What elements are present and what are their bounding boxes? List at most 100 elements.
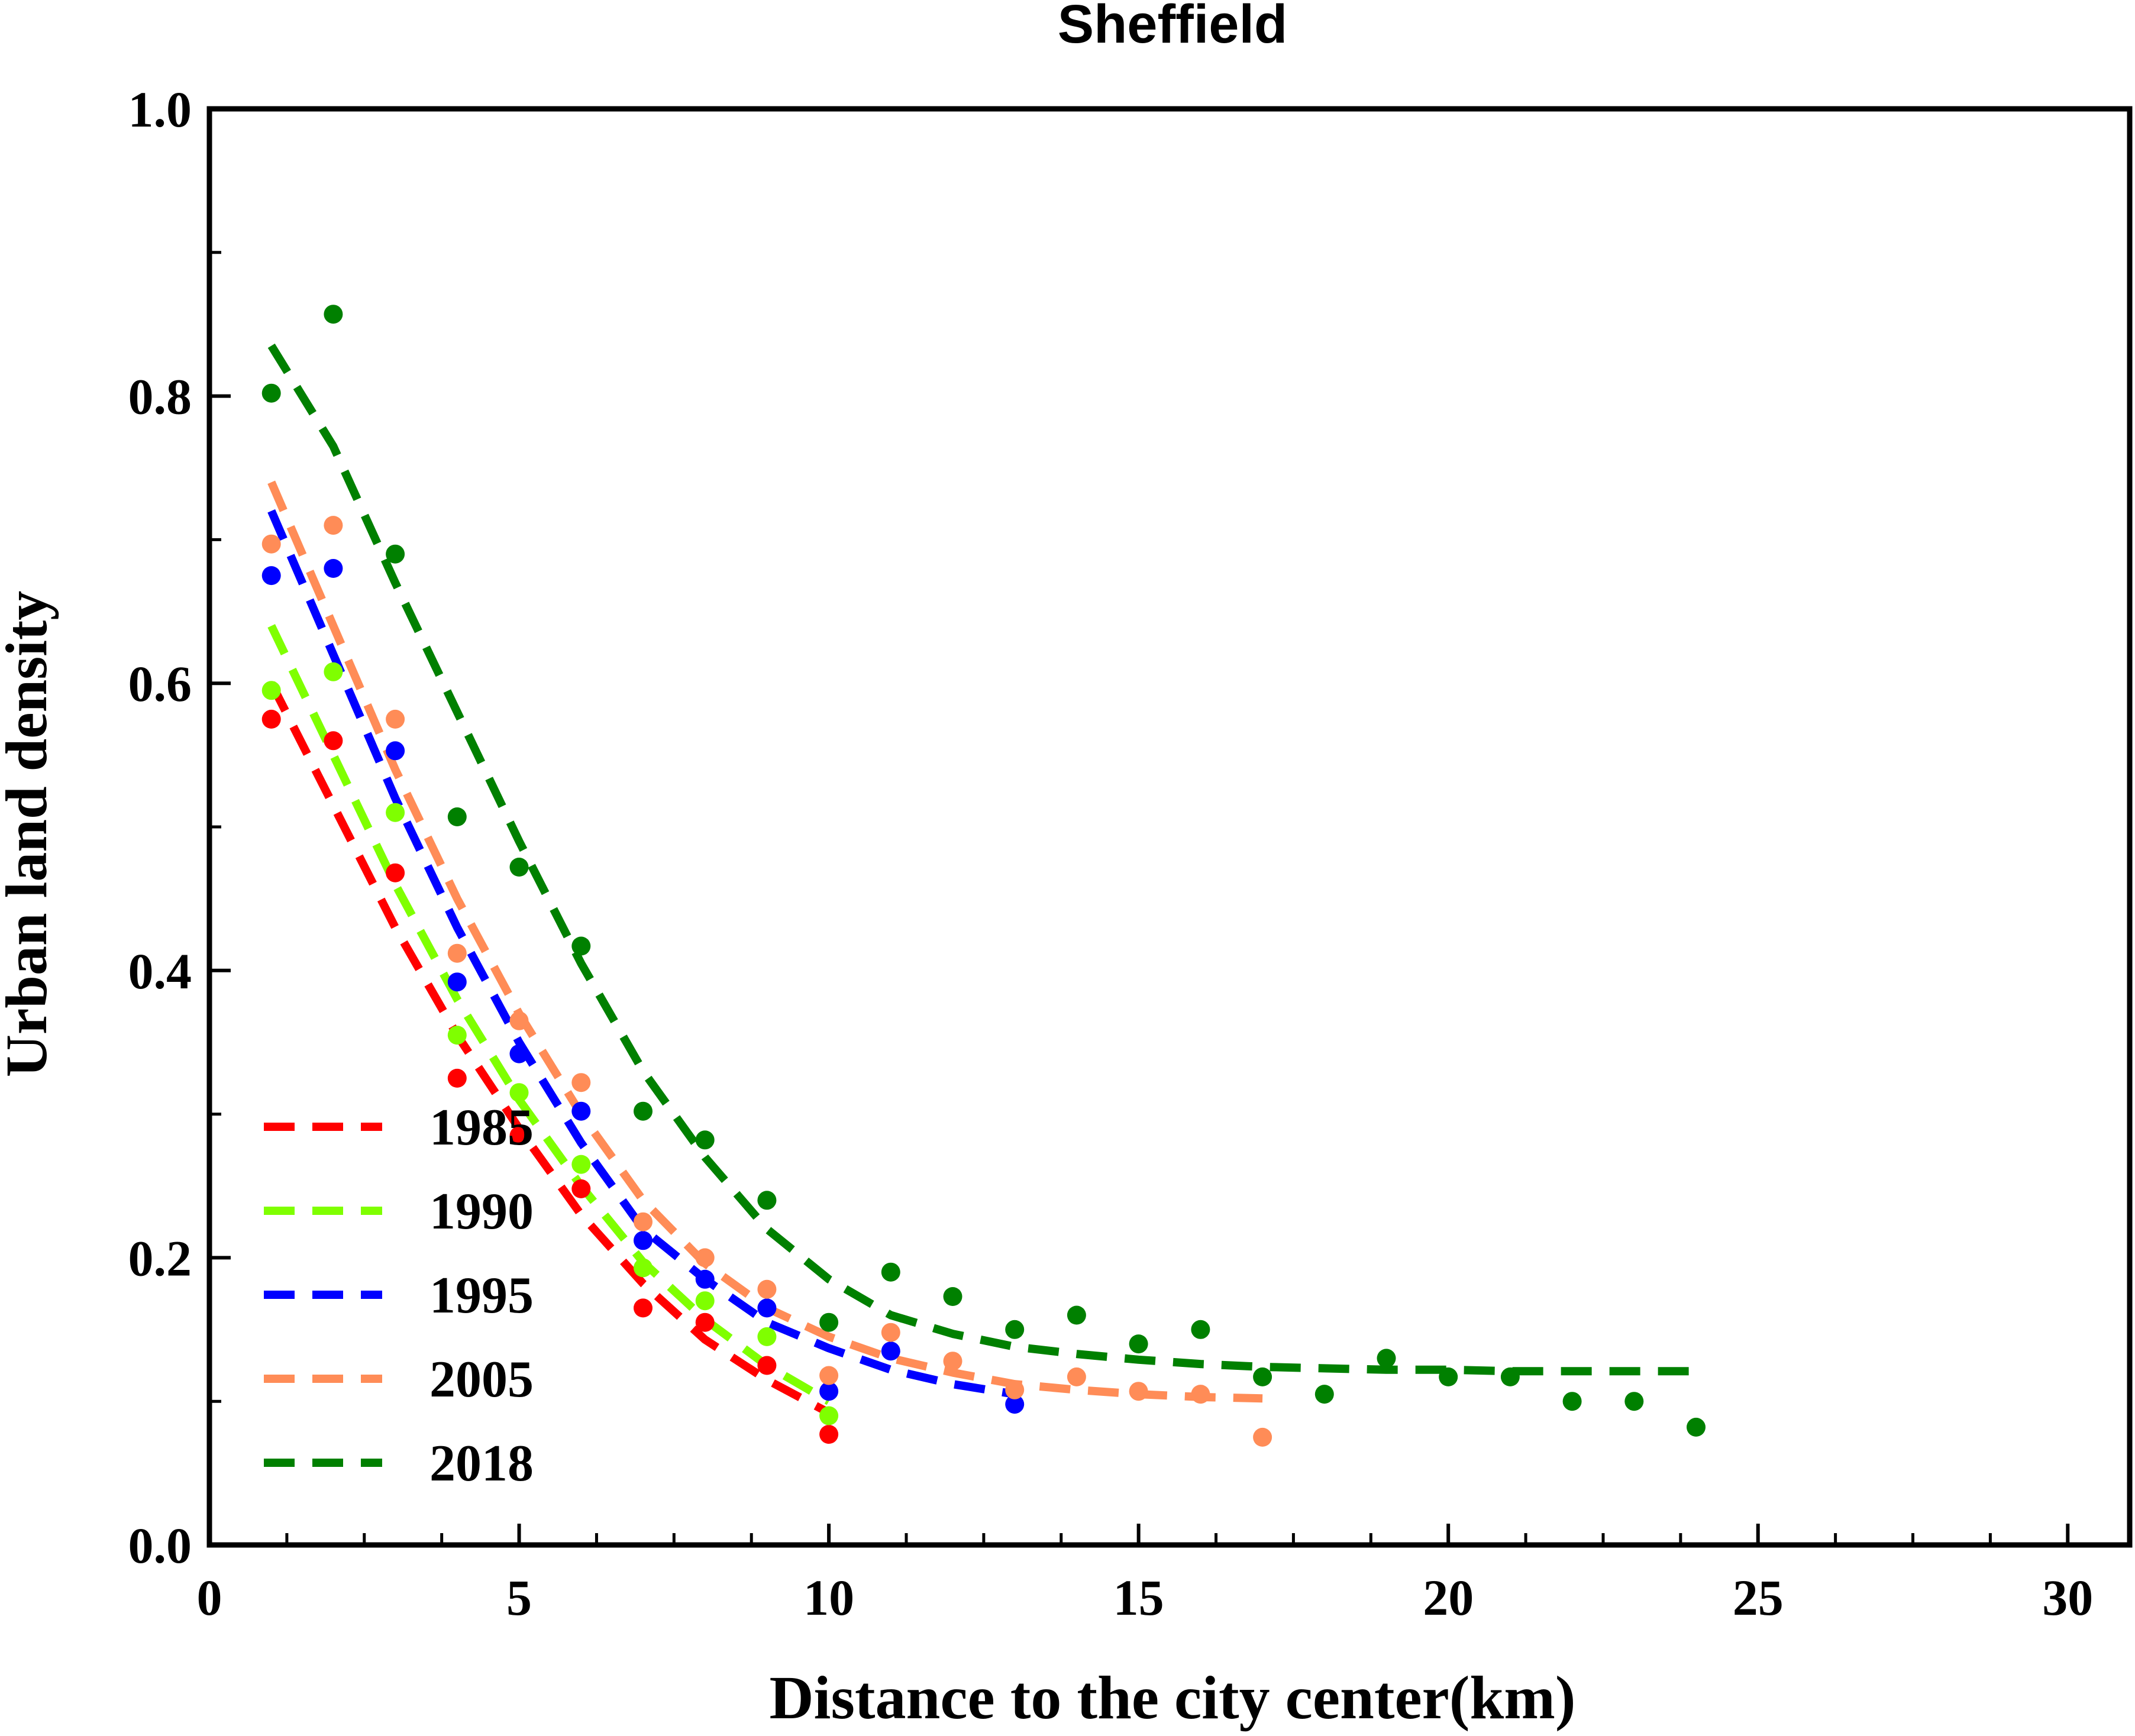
data-point-2005 xyxy=(261,534,281,554)
data-point-2005 xyxy=(324,516,343,535)
data-point-1990 xyxy=(324,662,343,681)
y-tick-label: 0.2 xyxy=(128,1230,192,1286)
plot-frame xyxy=(206,106,2133,1548)
data-point-2005 xyxy=(1067,1367,1086,1386)
data-point-2005 xyxy=(757,1279,777,1299)
data-point-2018 xyxy=(695,1130,715,1150)
fit-line-1995 xyxy=(267,509,1016,1399)
data-point-2005 xyxy=(571,1073,591,1092)
fit-line-2018 xyxy=(267,343,1696,1376)
data-point-1985 xyxy=(447,1068,467,1088)
data-point-2018 xyxy=(324,305,343,324)
x-axis-label: Distance to the city center(km) xyxy=(769,1664,1575,1732)
data-point-2018 xyxy=(1253,1367,1272,1386)
data-point-1995 xyxy=(695,1269,715,1289)
data-point-2005 xyxy=(1253,1427,1272,1447)
y-tick-label: 0.6 xyxy=(128,655,192,712)
x-tick-label: 15 xyxy=(1113,1569,1164,1626)
data-point-1995 xyxy=(386,741,405,761)
data-point-1990 xyxy=(261,681,281,700)
x-tick-label: 10 xyxy=(803,1569,854,1626)
data-point-2018 xyxy=(1067,1305,1086,1325)
x-tick-label: 20 xyxy=(1423,1569,1474,1626)
data-point-2005 xyxy=(1191,1385,1210,1404)
legend-label: 1990 xyxy=(429,1183,534,1240)
fit-line-2005 xyxy=(267,480,1263,1403)
data-point-1990 xyxy=(447,1026,467,1045)
data-point-1990 xyxy=(819,1406,839,1425)
y-tick-label: 0.8 xyxy=(128,368,192,425)
data-point-1985 xyxy=(509,1126,529,1145)
data-point-1995 xyxy=(757,1298,777,1318)
data-point-2018 xyxy=(1314,1385,1334,1404)
data-point-1985 xyxy=(757,1356,777,1375)
chart-title: Sheffield xyxy=(1058,0,1287,54)
fit-lines xyxy=(267,343,1696,1417)
y-tick-label: 1.0 xyxy=(128,81,192,138)
data-point-2018 xyxy=(1005,1320,1025,1339)
data-point-1985 xyxy=(634,1298,653,1318)
data-point-2018 xyxy=(261,383,281,403)
data-point-2018 xyxy=(1377,1349,1396,1368)
data-point-1985 xyxy=(819,1425,839,1444)
data-point-2005 xyxy=(695,1248,715,1268)
data-point-2005 xyxy=(509,1011,529,1030)
data-point-2005 xyxy=(1129,1382,1148,1401)
y-axis-label: Urban land density xyxy=(0,591,59,1077)
data-point-1995 xyxy=(261,566,281,586)
axis-tick-labels: 0 5 10 15 20 25 30 0.0 0.2 0.4 0.6 0.8 1.0 xyxy=(128,81,2094,1626)
data-point-2005 xyxy=(943,1352,962,1371)
data-point-1990 xyxy=(695,1291,715,1311)
data-point-2005 xyxy=(1005,1380,1025,1399)
data-point-1995 xyxy=(447,972,467,992)
data-point-2018 xyxy=(1624,1392,1644,1411)
data-point-1990 xyxy=(509,1083,529,1103)
data-point-1985 xyxy=(261,709,281,729)
data-point-2005 xyxy=(881,1323,900,1342)
data-point-1995 xyxy=(571,1101,591,1121)
data-point-1990 xyxy=(571,1155,591,1174)
data-point-2018 xyxy=(943,1287,962,1306)
data-point-2018 xyxy=(1500,1367,1520,1386)
data-point-2018 xyxy=(571,936,591,956)
data-point-1995 xyxy=(509,1044,529,1063)
y-tick-label: 0.4 xyxy=(128,943,192,1000)
legend-label: 1995 xyxy=(429,1267,534,1324)
fit-line-1985 xyxy=(267,681,831,1417)
data-point-1995 xyxy=(1005,1395,1025,1414)
data-point-2018 xyxy=(819,1312,839,1332)
data-point-2018 xyxy=(1439,1367,1458,1386)
data-point-2005 xyxy=(447,943,467,963)
data-points xyxy=(261,305,1706,1447)
y-tick-label: 0.0 xyxy=(128,1517,192,1574)
data-point-2018 xyxy=(447,807,467,826)
axis-ticks xyxy=(208,107,2070,1547)
data-point-2018 xyxy=(386,544,405,564)
data-point-1995 xyxy=(324,559,343,578)
data-point-2005 xyxy=(634,1212,653,1231)
data-point-1985 xyxy=(695,1312,715,1332)
data-point-1995 xyxy=(819,1382,839,1401)
data-point-1985 xyxy=(386,863,405,882)
data-point-2018 xyxy=(881,1262,900,1282)
data-point-1995 xyxy=(634,1231,653,1250)
data-point-2018 xyxy=(1687,1417,1706,1437)
data-point-1990 xyxy=(757,1327,777,1346)
data-point-1990 xyxy=(386,803,405,822)
data-point-2018 xyxy=(1562,1392,1582,1411)
data-point-2018 xyxy=(1191,1320,1210,1339)
legend-label: 1985 xyxy=(429,1099,534,1156)
data-point-1995 xyxy=(881,1341,900,1361)
legend-label: 2005 xyxy=(429,1351,534,1408)
x-tick-label: 30 xyxy=(2042,1569,2093,1626)
data-point-1985 xyxy=(571,1179,591,1198)
data-point-2005 xyxy=(819,1366,839,1385)
data-point-1985 xyxy=(324,731,343,751)
data-point-2018 xyxy=(634,1101,653,1121)
x-tick-label: 0 xyxy=(197,1569,222,1626)
data-point-2018 xyxy=(509,858,529,877)
x-tick-label: 5 xyxy=(506,1569,532,1626)
data-point-2018 xyxy=(1129,1334,1148,1354)
